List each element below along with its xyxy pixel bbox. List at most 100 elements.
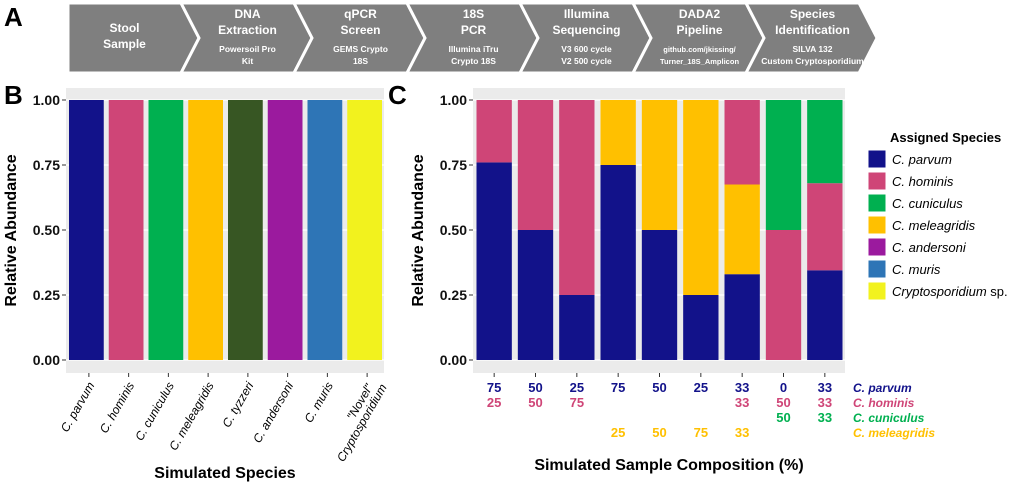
x-axis-label: Simulated Species	[154, 465, 295, 482]
pipeline-title: Identification	[775, 23, 850, 37]
composition-row-label: C. parvum	[853, 381, 912, 395]
composition-value: 50	[652, 425, 666, 440]
y-tick-label: 1.00	[33, 92, 60, 108]
composition-value: 50	[528, 380, 542, 395]
pipeline-subtitle: Kit	[242, 56, 254, 66]
composition-value: 33	[735, 425, 749, 440]
composition-value: 75	[611, 380, 625, 395]
pipeline-step: 18S PCR Illumina iTru Crypto 18S	[404, 1, 540, 75]
pipeline-title: Sequencing	[552, 23, 620, 37]
bar-segment	[641, 230, 678, 360]
legend-label: C. parvum	[892, 152, 952, 167]
y-axis-label: Relative Abundance	[3, 154, 20, 306]
pipeline-step: DADA2 Pipeline github.com/jkissing/Turner_…	[630, 1, 766, 75]
legend-swatch	[867, 237, 887, 257]
pipeline-step: Stool Sample	[66, 1, 201, 75]
bar-segment	[807, 183, 843, 271]
bar-segment	[559, 295, 595, 360]
composition-value: 0	[780, 380, 787, 395]
panel-label-a: A	[4, 2, 23, 32]
legend-swatch	[867, 171, 887, 191]
bar-segment	[765, 100, 802, 230]
composition-value: 33	[818, 380, 832, 395]
bar-segment	[807, 100, 843, 184]
bar	[307, 100, 343, 360]
bar-segment	[683, 100, 719, 295]
composition-value: 33	[735, 395, 749, 410]
pipeline-subtitle: Illumina iTru	[448, 44, 498, 54]
pipeline-subtitle: GEMS Crypto	[333, 44, 388, 54]
panel-label-c: C	[388, 80, 407, 110]
legend-label: C. andersoni	[892, 240, 967, 255]
pipeline-subtitle: Custom Cryptosporidium	[761, 56, 864, 66]
bar-segment	[724, 184, 760, 275]
pipeline-title: Species	[790, 7, 836, 21]
pipeline-subtitle: Powersoil Pro	[219, 44, 276, 54]
pipeline-subtitle: SILVA 132	[793, 44, 833, 54]
legend-label: C. cuniculus	[892, 196, 963, 211]
legend: Assigned Species C. parvum C. hominis C. cu…	[867, 130, 1008, 301]
composition-value: 75	[694, 425, 708, 440]
pipeline-title: DNA	[235, 7, 261, 21]
bar	[188, 100, 223, 360]
legend-label: C. meleagridis	[892, 218, 976, 233]
x-tick-label: C. muris	[302, 380, 336, 426]
bar	[267, 100, 303, 360]
composition-value: 25	[570, 380, 584, 395]
bar-segment	[476, 100, 512, 163]
composition-value: 75	[487, 380, 501, 395]
legend-swatch	[867, 149, 887, 169]
composition-value: 75	[570, 395, 584, 410]
pipeline-step: qPCR Screen GEMS Crypto 18S	[291, 1, 427, 75]
x-tick-label: C. andersoni	[250, 379, 296, 445]
pipeline-title: Sample	[103, 37, 146, 51]
bar-segment	[724, 100, 760, 185]
composition-value: 33	[818, 410, 832, 425]
legend-label: C. hominis	[892, 174, 954, 189]
pipeline-subtitle: github.com/jkissing/	[663, 45, 736, 54]
svg-text:Assigned Species: Assigned Species	[890, 130, 1001, 145]
composition-row-label: C. cuniculus	[853, 411, 925, 425]
y-tick-label: 0.75	[33, 157, 60, 173]
pipeline-title: DADA2	[679, 7, 721, 21]
bar-segment	[641, 100, 678, 230]
y-tick-label: 0.50	[33, 222, 60, 238]
bar-segment	[517, 100, 554, 230]
legend-swatch	[867, 215, 887, 235]
y-tick-label: 0.00	[440, 352, 467, 368]
bar-segment	[559, 100, 595, 295]
pipeline-subtitle: 18S	[353, 56, 368, 66]
pipeline-title: qPCR	[344, 7, 377, 21]
pipeline-title: Screen	[340, 23, 380, 37]
legend-label: C. muris	[892, 262, 941, 277]
composition-value: 50	[528, 395, 542, 410]
pipeline-step: Illumina Sequencing V3 600 cycle V2 500 cyc…	[517, 1, 653, 75]
pipeline-title: Extraction	[218, 23, 277, 37]
composition-value: 50	[776, 410, 790, 425]
y-tick-label: 0.50	[440, 222, 467, 238]
bar-segment	[476, 162, 512, 360]
pipeline-subtitle: Turner_18S_Amplicon	[660, 57, 739, 66]
pipeline-title: PCR	[461, 23, 487, 37]
bar	[148, 100, 184, 360]
panel-label-b: B	[4, 80, 23, 110]
bar	[228, 100, 263, 360]
bar-segment	[683, 295, 719, 360]
pipeline-subtitle: V3 600 cycle	[561, 44, 612, 54]
bar	[108, 100, 144, 360]
composition-row-label: C. hominis	[853, 396, 915, 410]
composition-row-label: C. meleagridis	[853, 426, 935, 440]
bar	[347, 100, 382, 360]
pipeline-title: Illumina	[564, 7, 610, 21]
y-tick-label: 0.75	[440, 157, 467, 173]
composition-value: 25	[611, 425, 625, 440]
pipeline-title: Pipeline	[676, 23, 722, 37]
chevron-shape	[743, 1, 879, 75]
y-tick-label: 0.25	[33, 287, 60, 303]
pipeline-title: 18S	[463, 7, 484, 21]
x-tick-label: C. tyzzeri	[219, 379, 256, 430]
y-tick-label: 0.00	[33, 352, 60, 368]
x-tick-label: C. cuniculus	[132, 380, 177, 444]
bar-segment	[600, 165, 636, 360]
